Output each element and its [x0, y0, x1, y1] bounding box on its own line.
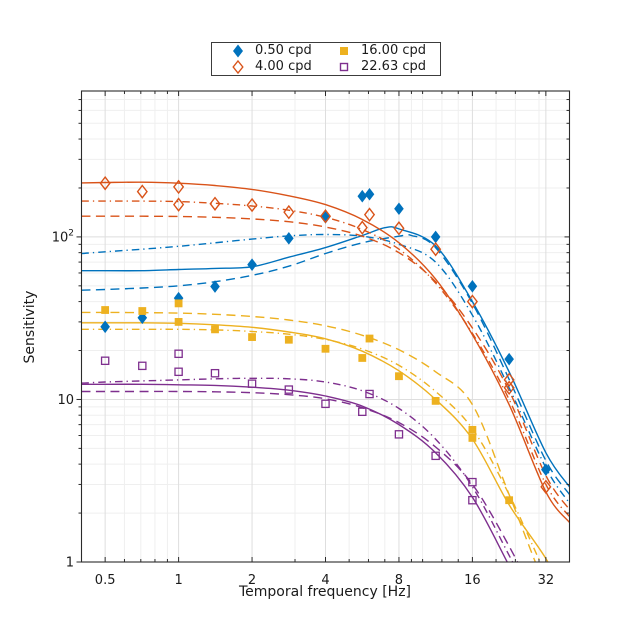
fit-curve-dashdot-16.00-cpd	[81, 328, 542, 562]
marker	[364, 187, 375, 201]
marker	[173, 197, 185, 212]
x-tick-label: 16	[464, 573, 481, 588]
marker	[468, 434, 477, 442]
marker	[365, 389, 374, 399]
marker	[541, 463, 551, 476]
marker	[247, 258, 257, 271]
marker	[503, 372, 515, 388]
fit-curve-solid-4.00-cpd	[81, 181, 570, 523]
marker	[283, 204, 295, 220]
data-points-22.63-cpd	[100, 349, 477, 505]
marker	[321, 399, 330, 409]
marker	[173, 179, 185, 195]
marker	[136, 184, 148, 199]
legend-marker-diamond-open	[232, 59, 244, 75]
marker	[319, 208, 332, 224]
marker	[138, 307, 147, 315]
marker	[137, 311, 148, 325]
marker	[174, 317, 183, 326]
marker	[100, 320, 110, 334]
y-tick-label: 1	[66, 556, 74, 571]
legend-label: 4.00 cpd	[255, 59, 312, 74]
x-axis-label: Temporal frequency [Hz]	[238, 584, 412, 600]
marker	[540, 479, 552, 495]
marker	[393, 221, 405, 236]
marker	[431, 451, 440, 461]
fit-curve-dashed-4.00-cpd	[81, 215, 570, 511]
tick-marks	[76, 91, 570, 563]
marker	[357, 189, 368, 203]
marker	[100, 356, 110, 366]
marker	[247, 379, 257, 388]
marker	[138, 361, 147, 371]
legend-marker-square-open	[339, 62, 349, 72]
marker	[358, 354, 367, 362]
data-points-0.50-cpd	[100, 187, 551, 476]
data-points-4.00-cpd	[99, 175, 552, 495]
marker	[468, 495, 477, 505]
y-tick-label: 10	[57, 393, 74, 408]
fit-curves	[81, 181, 570, 562]
marker	[394, 202, 404, 216]
marker	[468, 425, 477, 434]
marker	[174, 367, 183, 377]
x-tick-label: 8	[395, 573, 403, 588]
marker	[505, 496, 514, 505]
marker	[394, 430, 404, 439]
marker	[173, 291, 184, 305]
legend-marker-diamond-filled	[233, 44, 243, 58]
marker	[174, 349, 183, 359]
fit-curve-solid-0.50-cpd	[81, 226, 570, 488]
marker	[284, 335, 293, 344]
fit-curve-dashed-16.00-cpd	[81, 311, 537, 562]
marker	[431, 396, 440, 405]
marker	[468, 477, 477, 487]
marker	[321, 344, 330, 353]
tick-labels: 0.5 1 2 4 8 16 32 1 10 102	[52, 228, 554, 588]
marker	[284, 385, 294, 394]
y-tick-label: 102	[52, 228, 74, 245]
marker	[395, 372, 403, 381]
x-tick-label: 1	[174, 573, 182, 588]
marker	[503, 380, 515, 396]
x-tick-label: 4	[321, 573, 329, 588]
marker	[174, 299, 183, 308]
marker	[365, 334, 374, 343]
marker	[363, 207, 376, 222]
marker	[209, 196, 221, 211]
y-axis-label: Sensitivity	[22, 290, 38, 364]
marker	[99, 175, 111, 191]
marker	[248, 333, 256, 341]
legend-label: 16.00 cpd	[361, 43, 426, 58]
legend-marker-square-filled	[340, 47, 348, 55]
marker	[101, 306, 110, 314]
data-points-16.00-cpd	[101, 299, 514, 505]
marker	[467, 279, 478, 293]
marker	[211, 325, 219, 334]
legend-label: 0.50 cpd	[255, 43, 312, 58]
fit-curve-dashed-22.63-cpd	[81, 390, 519, 562]
legend-label: 22.63 cpd	[361, 59, 426, 74]
marker	[504, 352, 514, 366]
x-tick-label: 0.5	[95, 573, 116, 588]
marker	[430, 241, 442, 257]
fit-curve-dashed-0.50-cpd	[81, 233, 570, 495]
fit-curve-solid-16.00-cpd	[81, 322, 549, 562]
marker	[466, 294, 478, 309]
marker	[210, 280, 220, 293]
marker	[246, 197, 258, 213]
marker	[210, 368, 220, 378]
x-tick-label: 32	[538, 573, 555, 588]
marker	[358, 407, 367, 417]
fit-curve-solid-22.63-cpd	[81, 383, 509, 562]
marker	[284, 232, 294, 245]
fit-curve-dashdot-22.63-cpd	[81, 377, 514, 562]
x-tick-label: 2	[248, 573, 256, 588]
legend: 0.50 cpd 16.00 cpd 4.00 cpd 22.63 cpd	[211, 42, 441, 76]
marker	[430, 230, 441, 244]
marker	[356, 220, 368, 235]
